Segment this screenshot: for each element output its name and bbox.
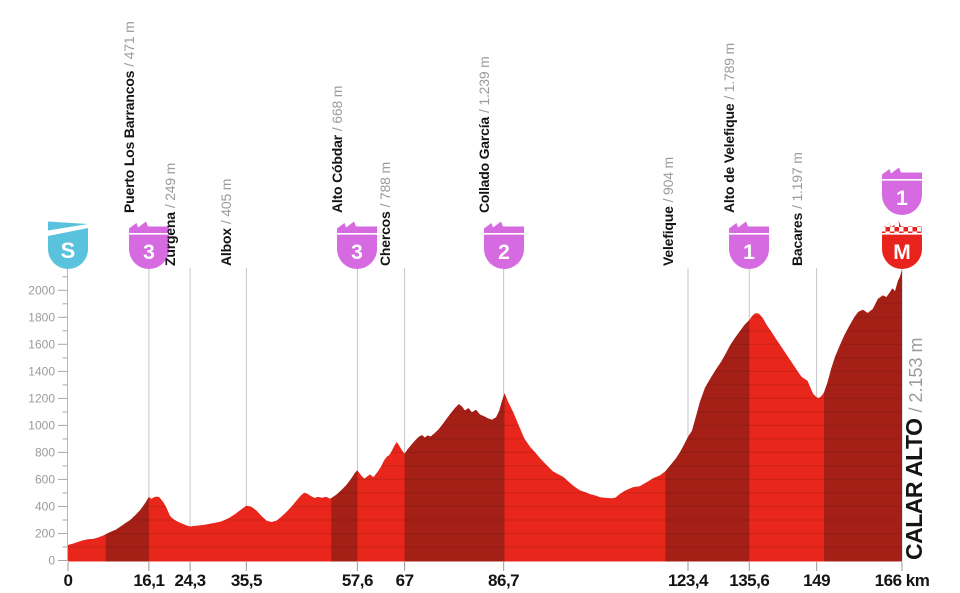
climb-segment-area	[665, 320, 750, 562]
y-axis-tick-label: 800	[35, 445, 55, 459]
waypoint-label: Bacares/ 1.197 m	[788, 152, 805, 266]
y-axis-tick-label: 1400	[28, 364, 55, 378]
badge-start: S	[47, 218, 89, 272]
y-axis-tick-label: 1800	[28, 310, 55, 324]
badge-category-1: 1	[728, 218, 770, 272]
svg-text:1: 1	[896, 187, 908, 210]
y-axis-tick-label: 200	[35, 527, 55, 541]
finish-location-label: CALAR ALTO / 2.153 m	[899, 337, 929, 560]
waypoint-label: Albox/ 405 m	[218, 178, 235, 266]
finish-name: CALAR ALTO	[901, 418, 927, 560]
y-axis-tick-label: 1000	[28, 418, 55, 432]
x-axis-tick-label: 166 km	[875, 571, 930, 590]
waypoint-label: Collado García/ 1.239 m	[475, 56, 492, 213]
x-axis-tick-label: 0	[64, 571, 73, 590]
start-name: VERA	[0, 498, 1, 560]
svg-text:1: 1	[743, 241, 755, 264]
x-axis-tick-label: 86,7	[488, 571, 519, 590]
climb-segment-area	[105, 496, 149, 562]
y-axis-tick-label: 2000	[28, 283, 55, 297]
x-axis-tick-label: 57,6	[342, 571, 373, 590]
x-axis-tick-label: 16,1	[133, 571, 164, 590]
badge-category-3: 3	[128, 218, 170, 272]
badge-category-2: 2	[483, 218, 525, 272]
svg-text:2: 2	[498, 241, 510, 264]
svg-text:3: 3	[143, 241, 155, 264]
waypoint-label: Alto de Velefique/ 1.789 m	[721, 43, 738, 213]
x-axis-tick-label: 24,3	[175, 571, 206, 590]
y-axis-tick-label: 1200	[28, 391, 55, 405]
svg-text:3: 3	[352, 241, 364, 264]
waypoint-label: Alto Cóbdar/ 668 m	[329, 85, 346, 213]
x-axis-tick-label: 123,4	[668, 571, 709, 590]
svg-text:M: M	[893, 241, 911, 264]
svg-text:S: S	[61, 238, 76, 263]
finish-altitude: / 2.153 m	[906, 337, 926, 413]
badge-category-3: 3	[336, 218, 378, 272]
y-axis-tick-label: 1600	[28, 337, 55, 351]
y-axis-tick-label: 600	[35, 472, 55, 486]
waypoint-label: Puerto Los Barrancos/ 471 m	[120, 21, 137, 213]
start-location-label: VERA/ 115 m	[0, 433, 3, 560]
waypoint-label: Zurgena/ 249 m	[162, 162, 179, 266]
badge-finish: M	[881, 218, 923, 272]
badge-category-1: 1	[881, 164, 923, 218]
y-axis-tick-label: 400	[35, 500, 55, 514]
climb-segment-area	[331, 470, 358, 562]
waypoint-label: Chercos/ 788 m	[376, 162, 393, 266]
x-axis-tick-label: 149	[803, 571, 830, 590]
x-axis-tick-label: 135,6	[729, 571, 769, 590]
x-axis-tick-label: 67	[396, 571, 414, 590]
climb-segment-area	[824, 269, 902, 562]
waypoint-label: Velefique/ 904 m	[660, 157, 676, 266]
y-axis-tick-label: 0	[48, 554, 55, 568]
x-axis-tick-label: 35,5	[231, 571, 262, 590]
climb-segment-area	[404, 393, 505, 562]
